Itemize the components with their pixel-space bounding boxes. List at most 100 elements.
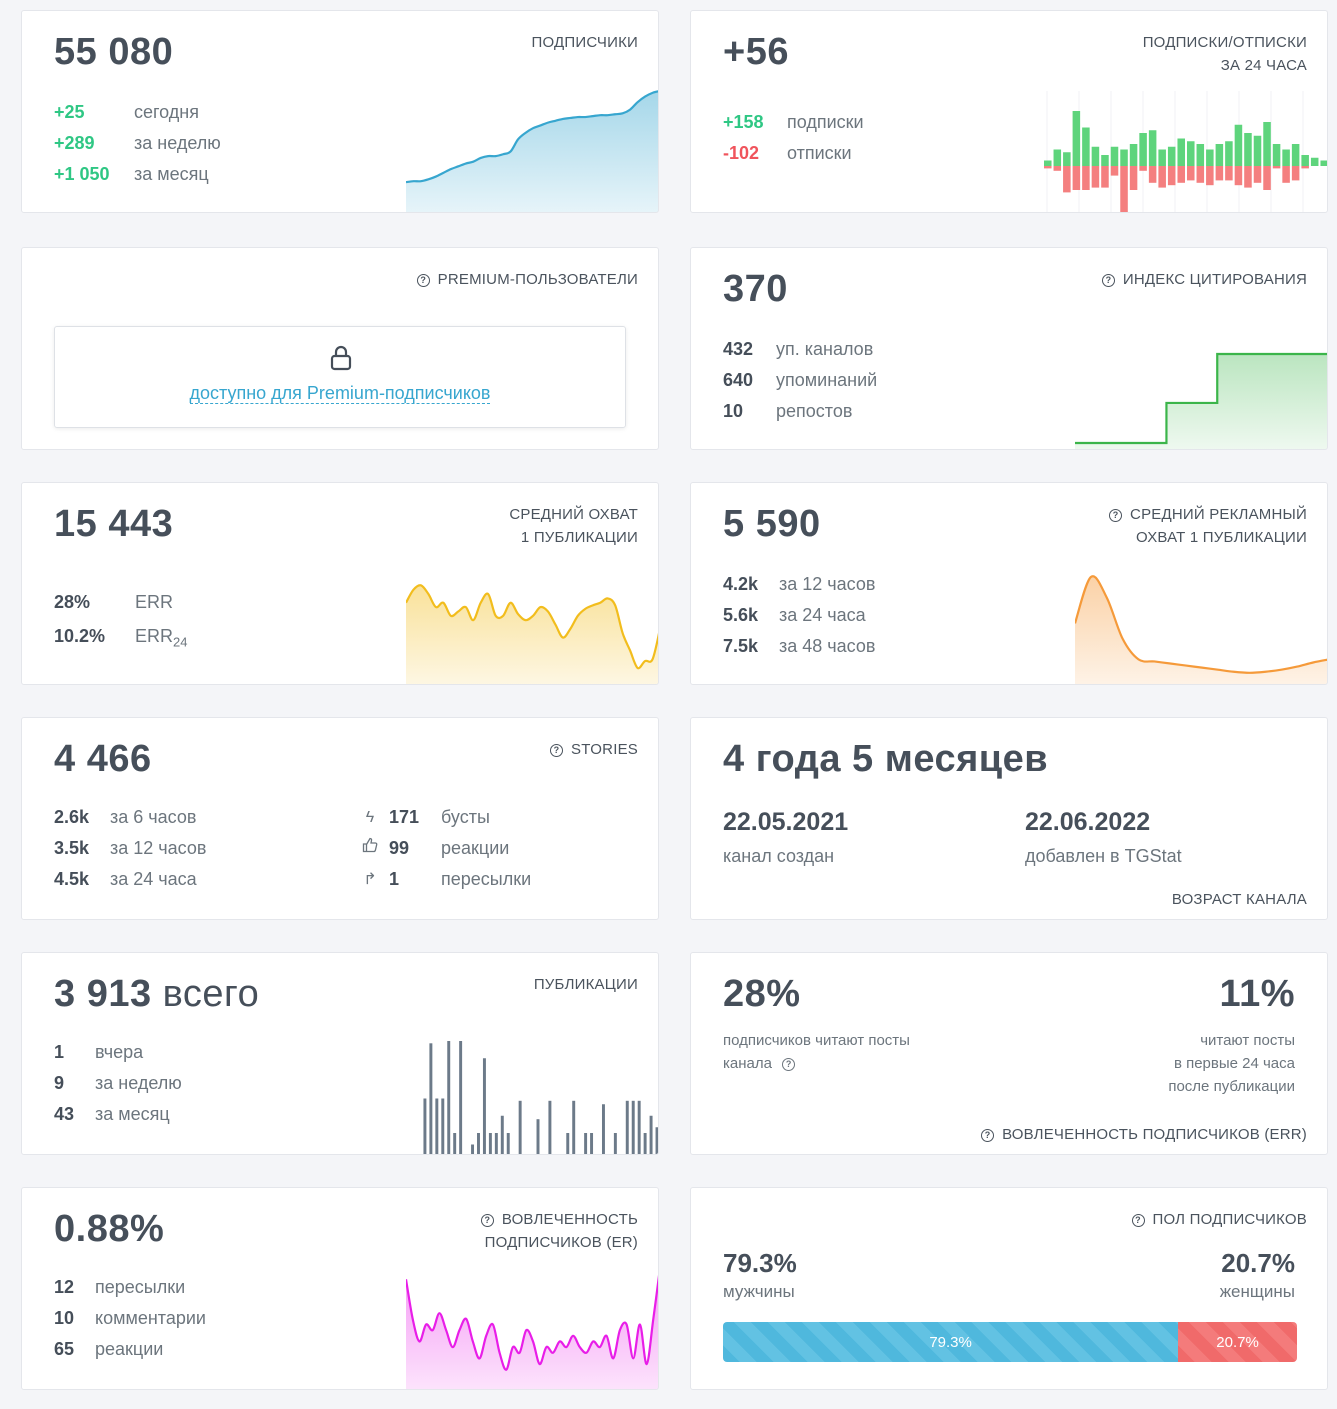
subs-bar — [1044, 160, 1052, 166]
created-label: канал создан — [723, 846, 835, 866]
ad-reach-chart[interactable] — [1075, 571, 1328, 685]
publication-bar — [423, 1098, 427, 1154]
subscribers-card: 55 080 ПОДПИСЧИКИ +25 сегодня +289 за неде… — [21, 10, 659, 213]
premium-header[interactable]: ? PREMIUM-ПОЛЬЗОВАТЕЛИ — [416, 268, 638, 291]
stat-label: пересылки — [441, 869, 532, 889]
avg-reach-value: 15 443 — [54, 503, 174, 545]
unsubs-bar — [1263, 166, 1271, 190]
subscribers-rows: +25 сегодня +289 за неделю +1 050 за месяц — [54, 97, 221, 190]
ad-reach-value: 5 590 — [723, 503, 821, 545]
subs-bar — [1310, 157, 1319, 166]
gender-bar[interactable]: 79.3% 20.7% — [723, 1322, 1297, 1362]
unsubs-bar — [1120, 166, 1128, 212]
stat-label: за неделю — [95, 1073, 182, 1093]
header-line-text: СРЕДНИЙ РЕКЛАМНЫЙ — [1130, 506, 1307, 523]
subs-unsubs-card: +56 ПОДПИСКИ/ОТПИСКИ ЗА 24 ЧАСА +158 подп… — [690, 10, 1328, 213]
subs-bar — [1072, 111, 1081, 166]
subscribers-chart[interactable] — [406, 81, 659, 213]
unsubs-bar — [1101, 166, 1109, 188]
stat-label: реакции — [441, 838, 510, 858]
ad-reach-header[interactable]: ? СРЕДНИЙ РЕКЛАМНЫЙ ОХВАТ 1 ПУБЛИКАЦИИ — [1109, 503, 1307, 549]
subs-bar — [1082, 127, 1090, 166]
stat-number: 2.6k — [54, 807, 90, 827]
unsubs-bar — [1196, 166, 1205, 183]
publication-bar — [477, 1133, 480, 1154]
citation-rows: 432 уп. каналов 640 упоминаний 10 репостов — [723, 334, 877, 427]
help-icon[interactable]: ? — [416, 274, 430, 287]
citation-chart[interactable] — [1075, 338, 1328, 450]
publications-header[interactable]: ПУБЛИКАЦИИ — [533, 976, 638, 993]
unsubs-bar — [1272, 166, 1281, 169]
engagement-er-area — [406, 1279, 658, 1389]
publications-value: 3 913 всего — [54, 973, 259, 1016]
help-icon[interactable]: ? — [782, 1058, 796, 1071]
stat-label: комментарии — [95, 1308, 206, 1328]
avg-reach-header[interactable]: СРЕДНИЙ ОХВАТ 1 ПУБЛИКАЦИИ — [509, 503, 638, 549]
publication-bar — [518, 1100, 522, 1154]
publication-bar — [453, 1133, 457, 1154]
female-bar-segment[interactable]: 20.7% — [1178, 1322, 1297, 1362]
publication-bar — [590, 1133, 594, 1154]
premium-link[interactable]: доступно для Premium-подписчиков — [189, 383, 491, 404]
male-value: 79.3% — [723, 1248, 797, 1278]
list-item: 99 реакции — [361, 833, 531, 864]
stat-label: за неделю — [134, 133, 221, 153]
subs-unsubs-header[interactable]: ПОДПИСКИ/ОТПИСКИ ЗА 24 ЧАСА — [1143, 31, 1307, 77]
list-item: 28% ERR — [54, 585, 187, 619]
subs-bar — [1320, 160, 1327, 166]
publication-bar — [471, 1144, 475, 1154]
publications-chart[interactable] — [416, 1035, 659, 1155]
gender-header[interactable]: ? ПОЛ ПОДПИСЧИКОВ — [1131, 1208, 1308, 1231]
stat-number: 640 — [723, 370, 754, 390]
premium-card: ? PREMIUM-ПОЛЬЗОВАТЕЛИ доступно для Premi… — [21, 247, 659, 450]
stories-header[interactable]: ? STORIES — [550, 738, 638, 761]
stories-rows-right: ϟ 171 бусты 99 реакции ↱ 1 пересылки — [361, 802, 531, 895]
citation-area — [1075, 354, 1327, 449]
er-chart[interactable] — [406, 1260, 659, 1390]
help-icon[interactable]: ? — [1109, 509, 1123, 522]
stat-number: 9 — [54, 1073, 65, 1093]
publication-bar — [494, 1133, 498, 1154]
subscribers-value: 55 080 — [54, 31, 174, 73]
list-item: 5.6k за 24 часа — [723, 600, 875, 631]
help-icon[interactable]: ? — [1101, 274, 1115, 287]
stat-number: -102 — [723, 143, 760, 163]
list-item: 10.2% ERR24 — [54, 619, 187, 660]
stat-number: +289 — [54, 133, 95, 153]
help-icon[interactable]: ? — [981, 1129, 995, 1142]
subs-bar — [1139, 133, 1147, 166]
avg-reach-card: 15 443 СРЕДНИЙ ОХВАТ 1 ПУБЛИКАЦИИ 28% ERR… — [21, 482, 659, 685]
stat-label-sub: 24 — [173, 634, 188, 650]
publication-bar — [506, 1133, 510, 1154]
help-icon[interactable]: ? — [1131, 1214, 1145, 1227]
list-item: +1 050 за месяц — [54, 159, 221, 190]
help-icon[interactable]: ? — [550, 744, 564, 757]
stat-number: 432 — [723, 339, 754, 359]
subscribers-growth-line — [406, 90, 658, 184]
list-item: 43 за месяц — [54, 1099, 182, 1130]
stat-number: +25 — [54, 102, 85, 122]
subs-bar — [1187, 141, 1195, 166]
subscribers-header[interactable]: ПОДПИСЧИКИ — [531, 34, 638, 51]
label-line: читают посты — [1200, 1032, 1295, 1049]
stat-number: +158 — [723, 112, 764, 132]
label-line: канала ? — [723, 1052, 910, 1075]
subs-unsubs-chart[interactable] — [1043, 91, 1328, 213]
subs-unsubs-rows: +158 подписки -102 отписки — [723, 107, 864, 169]
er-header[interactable]: ? ВОВЛЕЧЕННОСТЬ ПОДПИСЧИКОВ (ER) — [480, 1208, 638, 1254]
help-icon[interactable]: ? — [480, 1214, 494, 1227]
err-right-value: 11% — [1219, 973, 1295, 1015]
stat-label: уп. каналов — [776, 339, 874, 359]
avg-reach-chart[interactable] — [406, 573, 659, 685]
label-line-text: канала — [723, 1055, 772, 1072]
citation-header[interactable]: ? ИНДЕКС ЦИТИРОВАНИЯ — [1101, 268, 1307, 291]
er-card: 0.88% ? ВОВЛЕЧЕННОСТЬ ПОДПИСЧИКОВ (ER) 12… — [21, 1187, 659, 1390]
age-footer: ВОЗРАСТ КАНАЛА — [1171, 891, 1307, 908]
list-item: 3.5k за 12 часов — [54, 833, 206, 864]
stat-label: за 12 часов — [110, 838, 207, 858]
male-bar-segment[interactable]: 79.3% — [723, 1322, 1179, 1362]
subs-bar — [1063, 152, 1071, 166]
citation-card: 370 ? ИНДЕКС ЦИТИРОВАНИЯ 432 уп. каналов 6… — [690, 247, 1328, 450]
err-footer[interactable]: ? ВОВЛЕЧЕННОСТЬ ПОДПИСЧИКОВ (ERR) — [981, 1123, 1307, 1146]
avg-reach-line — [406, 584, 658, 670]
